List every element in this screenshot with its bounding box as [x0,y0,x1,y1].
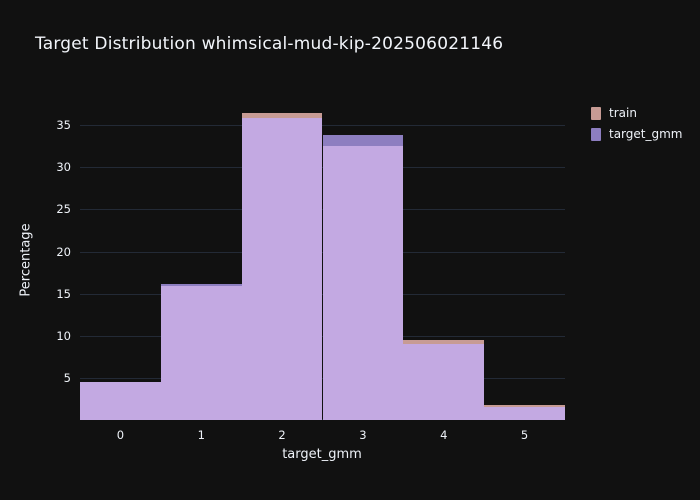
bar-excess-segment [160,283,242,287]
legend-swatch-train [591,106,601,120]
plot-area: 5 10 15 20 25 30 35 0 1 2 3 4 5 [56,100,565,442]
bar-overlap-segment [241,117,323,420]
x-tick-label: 4 [440,428,448,442]
y-tick-label: 15 [56,286,71,301]
histogram-bar-2[interactable] [241,100,323,420]
y-axis-label: Percentage [18,223,34,297]
chart-title: Target Distribution whimsical-mud-kip-20… [35,34,504,54]
histogram-bar-3[interactable] [322,100,404,420]
bar-overlap-segment [322,146,404,420]
histogram-bar-5[interactable] [484,100,565,420]
y-tick-label: 30 [56,160,71,175]
legend-label: train [609,106,637,120]
legend-item-target_gmm[interactable]: target_gmm [591,127,682,141]
y-tick-label: 5 [63,370,71,385]
y-tick-label: 25 [56,202,71,217]
bar-excess-segment [403,340,485,345]
x-tick-label: 1 [197,428,205,442]
bar-overlap-segment [160,286,242,420]
bar-excess-segment [241,113,323,118]
legend-item-train[interactable]: train [591,106,682,120]
legend-label: target_gmm [609,127,683,141]
bar-excess-segment [322,135,404,147]
legend: train target_gmm [591,106,682,148]
y-tick-label: 20 [56,244,71,259]
histogram-bar-4[interactable] [403,100,485,420]
x-tick-label: 2 [278,428,286,442]
x-tick-label: 5 [520,428,529,442]
bar-overlap-segment [80,382,161,420]
bar-excess-segment [484,404,565,407]
gridline-y-35 [80,125,565,127]
x-tick-label: 3 [359,428,367,442]
bar-overlap-segment [403,344,485,420]
x-axis-label: target_gmm [282,447,362,462]
y-tick-label: 35 [56,118,71,133]
histogram-bar-0[interactable] [80,100,161,420]
bar-overlap-segment [484,406,565,420]
legend-swatch-target_gmm [591,127,601,141]
x-tick-label: 0 [116,428,125,442]
y-tick-label: 10 [56,328,71,343]
histogram-bar-1[interactable] [160,100,242,420]
